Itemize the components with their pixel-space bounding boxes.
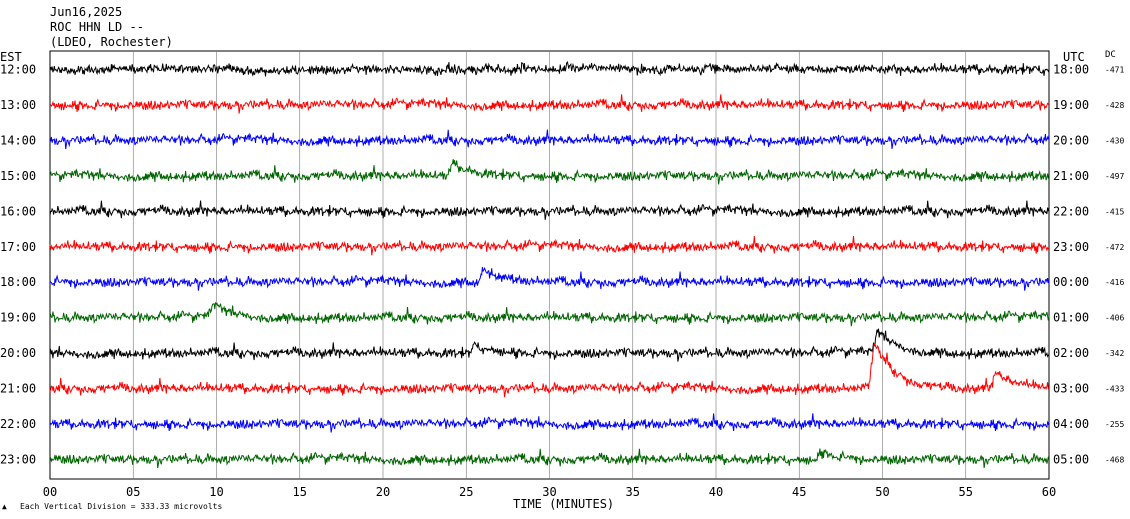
est-hour-label: 16:00 xyxy=(0,204,36,218)
est-hour-label: 23:00 xyxy=(0,452,36,466)
dc-offset-label: -416 xyxy=(1105,278,1124,287)
chart-station: ROC HHN LD -- xyxy=(50,20,144,34)
utc-hour-labels: 18:00 19:00 20:00 21:00 22:00 23:00 00:00 01:00… xyxy=(1053,63,1089,467)
dc-offset-label: -433 xyxy=(1105,385,1124,394)
x-tick-label: 35 xyxy=(626,485,640,499)
scale-footnote-icon: ▲ xyxy=(2,502,7,511)
x-axis-label: TIME (MINUTES) xyxy=(513,497,614,511)
utc-hour-label: 01:00 xyxy=(1053,311,1089,325)
est-hour-label: 21:00 xyxy=(0,382,36,396)
est-hour-label: 12:00 xyxy=(0,63,36,77)
est-hour-label: 13:00 xyxy=(0,98,36,112)
x-tick-label: 40 xyxy=(709,485,723,499)
dc-offset-labels: -471 -428 -430 -497 -415 -472 -416 -406 -342 -433… xyxy=(1105,66,1124,465)
seismic-trace xyxy=(49,159,1050,185)
dc-offset-label: -497 xyxy=(1105,172,1124,181)
x-tick-label: 50 xyxy=(875,485,889,499)
x-tick-label: 20 xyxy=(376,485,390,499)
utc-hour-label: 00:00 xyxy=(1053,275,1089,289)
dc-offset-label: -342 xyxy=(1105,349,1124,358)
seismic-trace xyxy=(49,200,1050,220)
seismic-trace xyxy=(49,301,1050,327)
utc-hour-label: 03:00 xyxy=(1053,382,1089,396)
utc-hour-label: 23:00 xyxy=(1053,240,1089,254)
right-zone-label: UTC xyxy=(1063,50,1085,64)
dc-offset-label: -255 xyxy=(1105,420,1124,429)
est-hour-label: 15:00 xyxy=(0,169,36,183)
utc-hour-label: 20:00 xyxy=(1053,133,1089,147)
utc-hour-label: 19:00 xyxy=(1053,98,1089,112)
est-hour-label: 19:00 xyxy=(0,311,36,325)
x-tick-label: 15 xyxy=(293,485,307,499)
est-hour-labels: 12:00 13:00 14:00 15:00 16:00 17:00 18:00 19:00… xyxy=(0,63,36,467)
dc-label: DC xyxy=(1105,50,1116,60)
x-tick-labels: 00 05 10 15 20 25 30 35 40 45 50 55 60 xyxy=(43,485,1056,499)
left-zone-label: EST xyxy=(0,50,22,64)
x-tick-label: 00 xyxy=(43,485,57,499)
seismic-trace xyxy=(49,343,1050,398)
seismic-trace xyxy=(49,328,1050,362)
utc-hour-label: 22:00 xyxy=(1053,204,1089,218)
est-hour-label: 22:00 xyxy=(0,417,36,431)
scale-footnote: Each Vertical Division = 333.33 microvol… xyxy=(20,502,222,511)
est-hour-label: 14:00 xyxy=(0,133,36,147)
x-tick-label: 60 xyxy=(1042,485,1056,499)
seismic-trace xyxy=(49,60,1050,77)
utc-hour-label: 05:00 xyxy=(1053,452,1089,466)
x-tick-label: 25 xyxy=(459,485,473,499)
seismic-trace xyxy=(49,448,1050,469)
dc-offset-label: -471 xyxy=(1105,66,1124,75)
dc-offset-label: -415 xyxy=(1105,207,1124,216)
time-gridlines xyxy=(132,51,967,479)
est-hour-label: 18:00 xyxy=(0,275,36,289)
est-hour-label: 20:00 xyxy=(0,346,36,360)
seismic-trace xyxy=(49,266,1050,291)
dc-offset-label: -428 xyxy=(1105,101,1124,110)
chart-network: (LDEO, Rochester) xyxy=(50,35,173,49)
utc-hour-label: 18:00 xyxy=(1053,63,1089,77)
dc-offset-label: -468 xyxy=(1105,455,1124,464)
utc-hour-label: 04:00 xyxy=(1053,417,1089,431)
dc-offset-label: -430 xyxy=(1105,136,1124,145)
seismic-trace xyxy=(49,236,1050,256)
utc-hour-label: 02:00 xyxy=(1053,346,1089,360)
x-tick-label: 10 xyxy=(209,485,223,499)
x-tick-label: 30 xyxy=(542,485,556,499)
seismic-trace xyxy=(49,413,1050,433)
seismic-traces xyxy=(49,60,1050,469)
x-tick-label: 55 xyxy=(959,485,973,499)
seismic-trace xyxy=(49,129,1050,150)
x-tick-label: 45 xyxy=(792,485,806,499)
dc-offset-label: -472 xyxy=(1105,243,1124,252)
utc-hour-label: 21:00 xyxy=(1053,169,1089,183)
dc-offset-label: -406 xyxy=(1105,314,1124,323)
x-tick-label: 05 xyxy=(126,485,140,499)
est-hour-label: 17:00 xyxy=(0,240,36,254)
seismic-trace xyxy=(49,94,1050,114)
chart-date: Jun16,2025 xyxy=(50,5,122,19)
